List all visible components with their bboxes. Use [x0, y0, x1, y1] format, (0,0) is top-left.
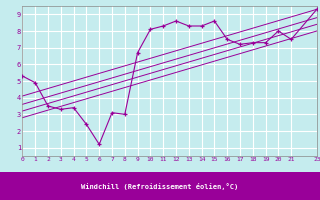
- Text: Windchill (Refroidissement éolien,°C): Windchill (Refroidissement éolien,°C): [81, 182, 239, 190]
